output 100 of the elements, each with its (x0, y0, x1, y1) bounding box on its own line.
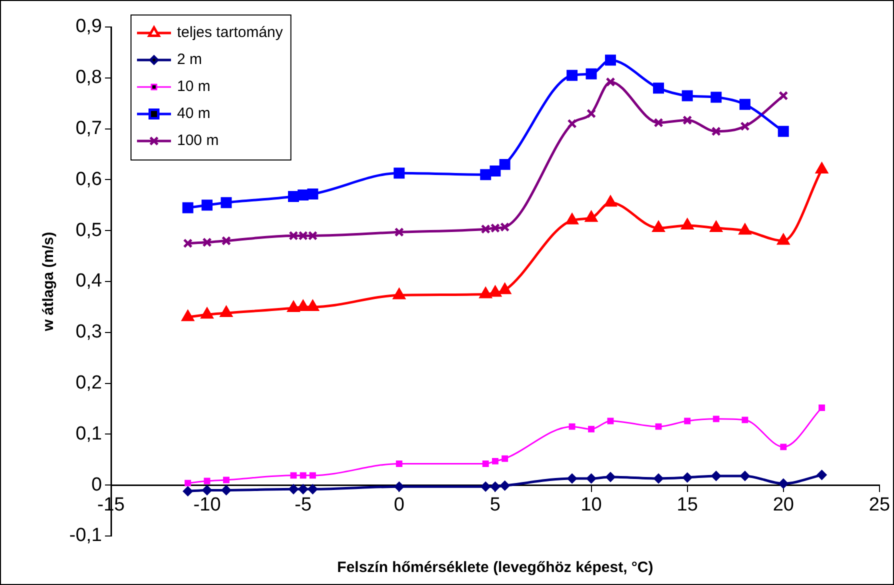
point (309, 472, 316, 479)
point (742, 416, 748, 424)
point (394, 482, 404, 492)
point (684, 418, 691, 424)
point (394, 168, 405, 179)
y-tick-label: 0,9 (76, 16, 102, 38)
point (778, 478, 788, 488)
legend-label: teljes tartomány (177, 24, 284, 42)
point (182, 310, 194, 322)
y-tick-label: -0,1 (69, 525, 102, 546)
point (566, 70, 578, 81)
point (499, 158, 510, 170)
x-axis-title: Felszín hőmérséklete (levegőhöz képest, °C) (337, 559, 654, 576)
y-tick-label: 0,1 (76, 423, 102, 444)
point (489, 286, 502, 297)
point (654, 474, 664, 484)
point (566, 214, 578, 224)
x-tick-label: 10 (580, 494, 602, 516)
point (306, 300, 319, 311)
point (653, 82, 664, 94)
point (711, 471, 721, 481)
point (682, 472, 692, 482)
y-tick-label: 0,5 (76, 220, 102, 241)
x-tick-label: -5 (294, 494, 312, 516)
point (740, 121, 750, 132)
point (586, 68, 597, 80)
point (817, 470, 827, 480)
point (818, 404, 826, 411)
point (492, 458, 498, 464)
point (498, 283, 511, 294)
point (204, 478, 210, 484)
point (201, 308, 214, 319)
point (606, 472, 616, 482)
point (202, 485, 212, 495)
point (490, 482, 500, 492)
point (655, 423, 662, 430)
point (307, 188, 318, 200)
point (394, 227, 404, 237)
point (298, 484, 308, 494)
point (500, 480, 510, 490)
point (220, 197, 232, 208)
x-tick-label: 20 (772, 494, 794, 516)
point (300, 472, 306, 479)
point (567, 474, 577, 484)
point (287, 301, 300, 312)
point (223, 476, 230, 484)
x-tick-label: -10 (193, 494, 221, 516)
point (502, 455, 508, 462)
x-tick-label: 0 (394, 494, 404, 516)
point (780, 444, 787, 450)
point (490, 166, 501, 177)
point (682, 90, 693, 102)
point (652, 221, 665, 232)
x-tick-label: 5 (490, 494, 501, 516)
y-axis-title: w átlaga (m/s) (40, 232, 58, 332)
legend-label: 10 m (177, 78, 210, 96)
y-tick-label: 0,7 (76, 118, 102, 140)
point (567, 118, 577, 128)
point (184, 480, 192, 486)
legend-label: 2 m (177, 51, 202, 68)
point (482, 460, 489, 467)
point (202, 238, 212, 248)
point (288, 230, 298, 240)
point (681, 218, 694, 230)
y-tick-label: 0,6 (76, 168, 102, 190)
point (654, 118, 664, 128)
y-tick-label: 0,2 (76, 372, 102, 394)
point (222, 485, 232, 495)
point (568, 423, 576, 430)
point (711, 126, 721, 136)
point (183, 238, 193, 248)
legend-label: 40 m (177, 105, 210, 122)
point (308, 484, 318, 494)
point (480, 169, 492, 180)
point (604, 196, 616, 207)
point (816, 162, 828, 174)
point (710, 92, 722, 103)
point (777, 234, 790, 245)
x-tick-label: 25 (868, 494, 890, 516)
point (682, 115, 692, 125)
point (308, 230, 318, 240)
point (740, 471, 750, 481)
y-tick-label: 0 (91, 474, 102, 496)
point (183, 486, 193, 496)
point (710, 221, 722, 232)
point (586, 108, 596, 118)
y-tick-label: 0,3 (76, 322, 102, 343)
point (490, 223, 500, 233)
point (778, 90, 788, 100)
point (480, 224, 490, 234)
point (298, 189, 309, 200)
point (393, 288, 406, 300)
point (604, 54, 616, 66)
point (586, 474, 596, 484)
point (588, 426, 594, 432)
point (606, 77, 616, 87)
point (298, 230, 308, 240)
point (202, 200, 213, 211)
point (288, 484, 298, 494)
point (585, 211, 598, 222)
